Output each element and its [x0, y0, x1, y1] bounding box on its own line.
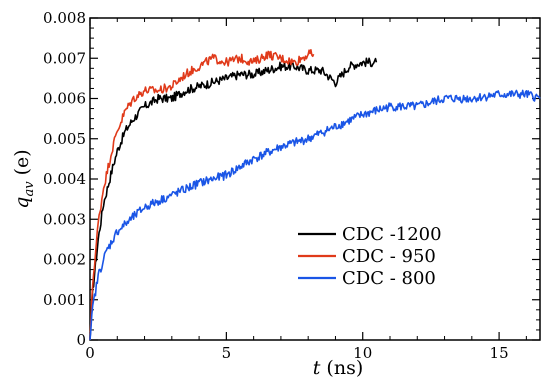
legend-label: CDC -1200 — [342, 224, 442, 245]
y-axis-var: q — [11, 197, 33, 209]
y-tick-label: 0.005 — [43, 130, 86, 148]
y-tick-label: 0.002 — [43, 251, 86, 269]
plot-frame — [89, 17, 541, 341]
legend-label: CDC - 800 — [342, 268, 436, 289]
x-tick-label: 10 — [353, 344, 372, 362]
y-tick-label: 0 — [76, 331, 86, 349]
y-axis-sub: av — [22, 181, 37, 197]
legend-label: CDC - 950 — [342, 246, 436, 267]
x-tick-label: 0 — [85, 344, 95, 362]
axis-ticks — [89, 17, 540, 341]
y-axis-title: qav (e) — [11, 149, 37, 208]
tick-labels: 0 0.001 0.002 0.003 0.004 0.005 0.006 0.007 0.00… — [43, 9, 509, 362]
y-tick-label: 0.003 — [43, 210, 86, 228]
y-tick-label: 0.001 — [43, 291, 86, 309]
series-group — [89, 49, 541, 341]
x-axis-var: t — [313, 357, 321, 379]
y-tick-label: 0.004 — [43, 170, 86, 188]
y-tick-label: 0.008 — [43, 9, 86, 27]
x-axis-title: t (ns) — [313, 357, 364, 379]
x-tick-label: 5 — [222, 344, 232, 362]
x-axis-unit: (ns) — [320, 357, 363, 379]
y-tick-label: 0.006 — [43, 90, 86, 108]
x-tick-label: 15 — [490, 344, 509, 362]
series-line-2 — [89, 89, 541, 341]
series-line-0 — [89, 57, 378, 341]
series-line-1 — [89, 49, 315, 341]
y-axis-unit: (e) — [11, 149, 33, 181]
y-tick-label: 0.007 — [43, 49, 86, 67]
